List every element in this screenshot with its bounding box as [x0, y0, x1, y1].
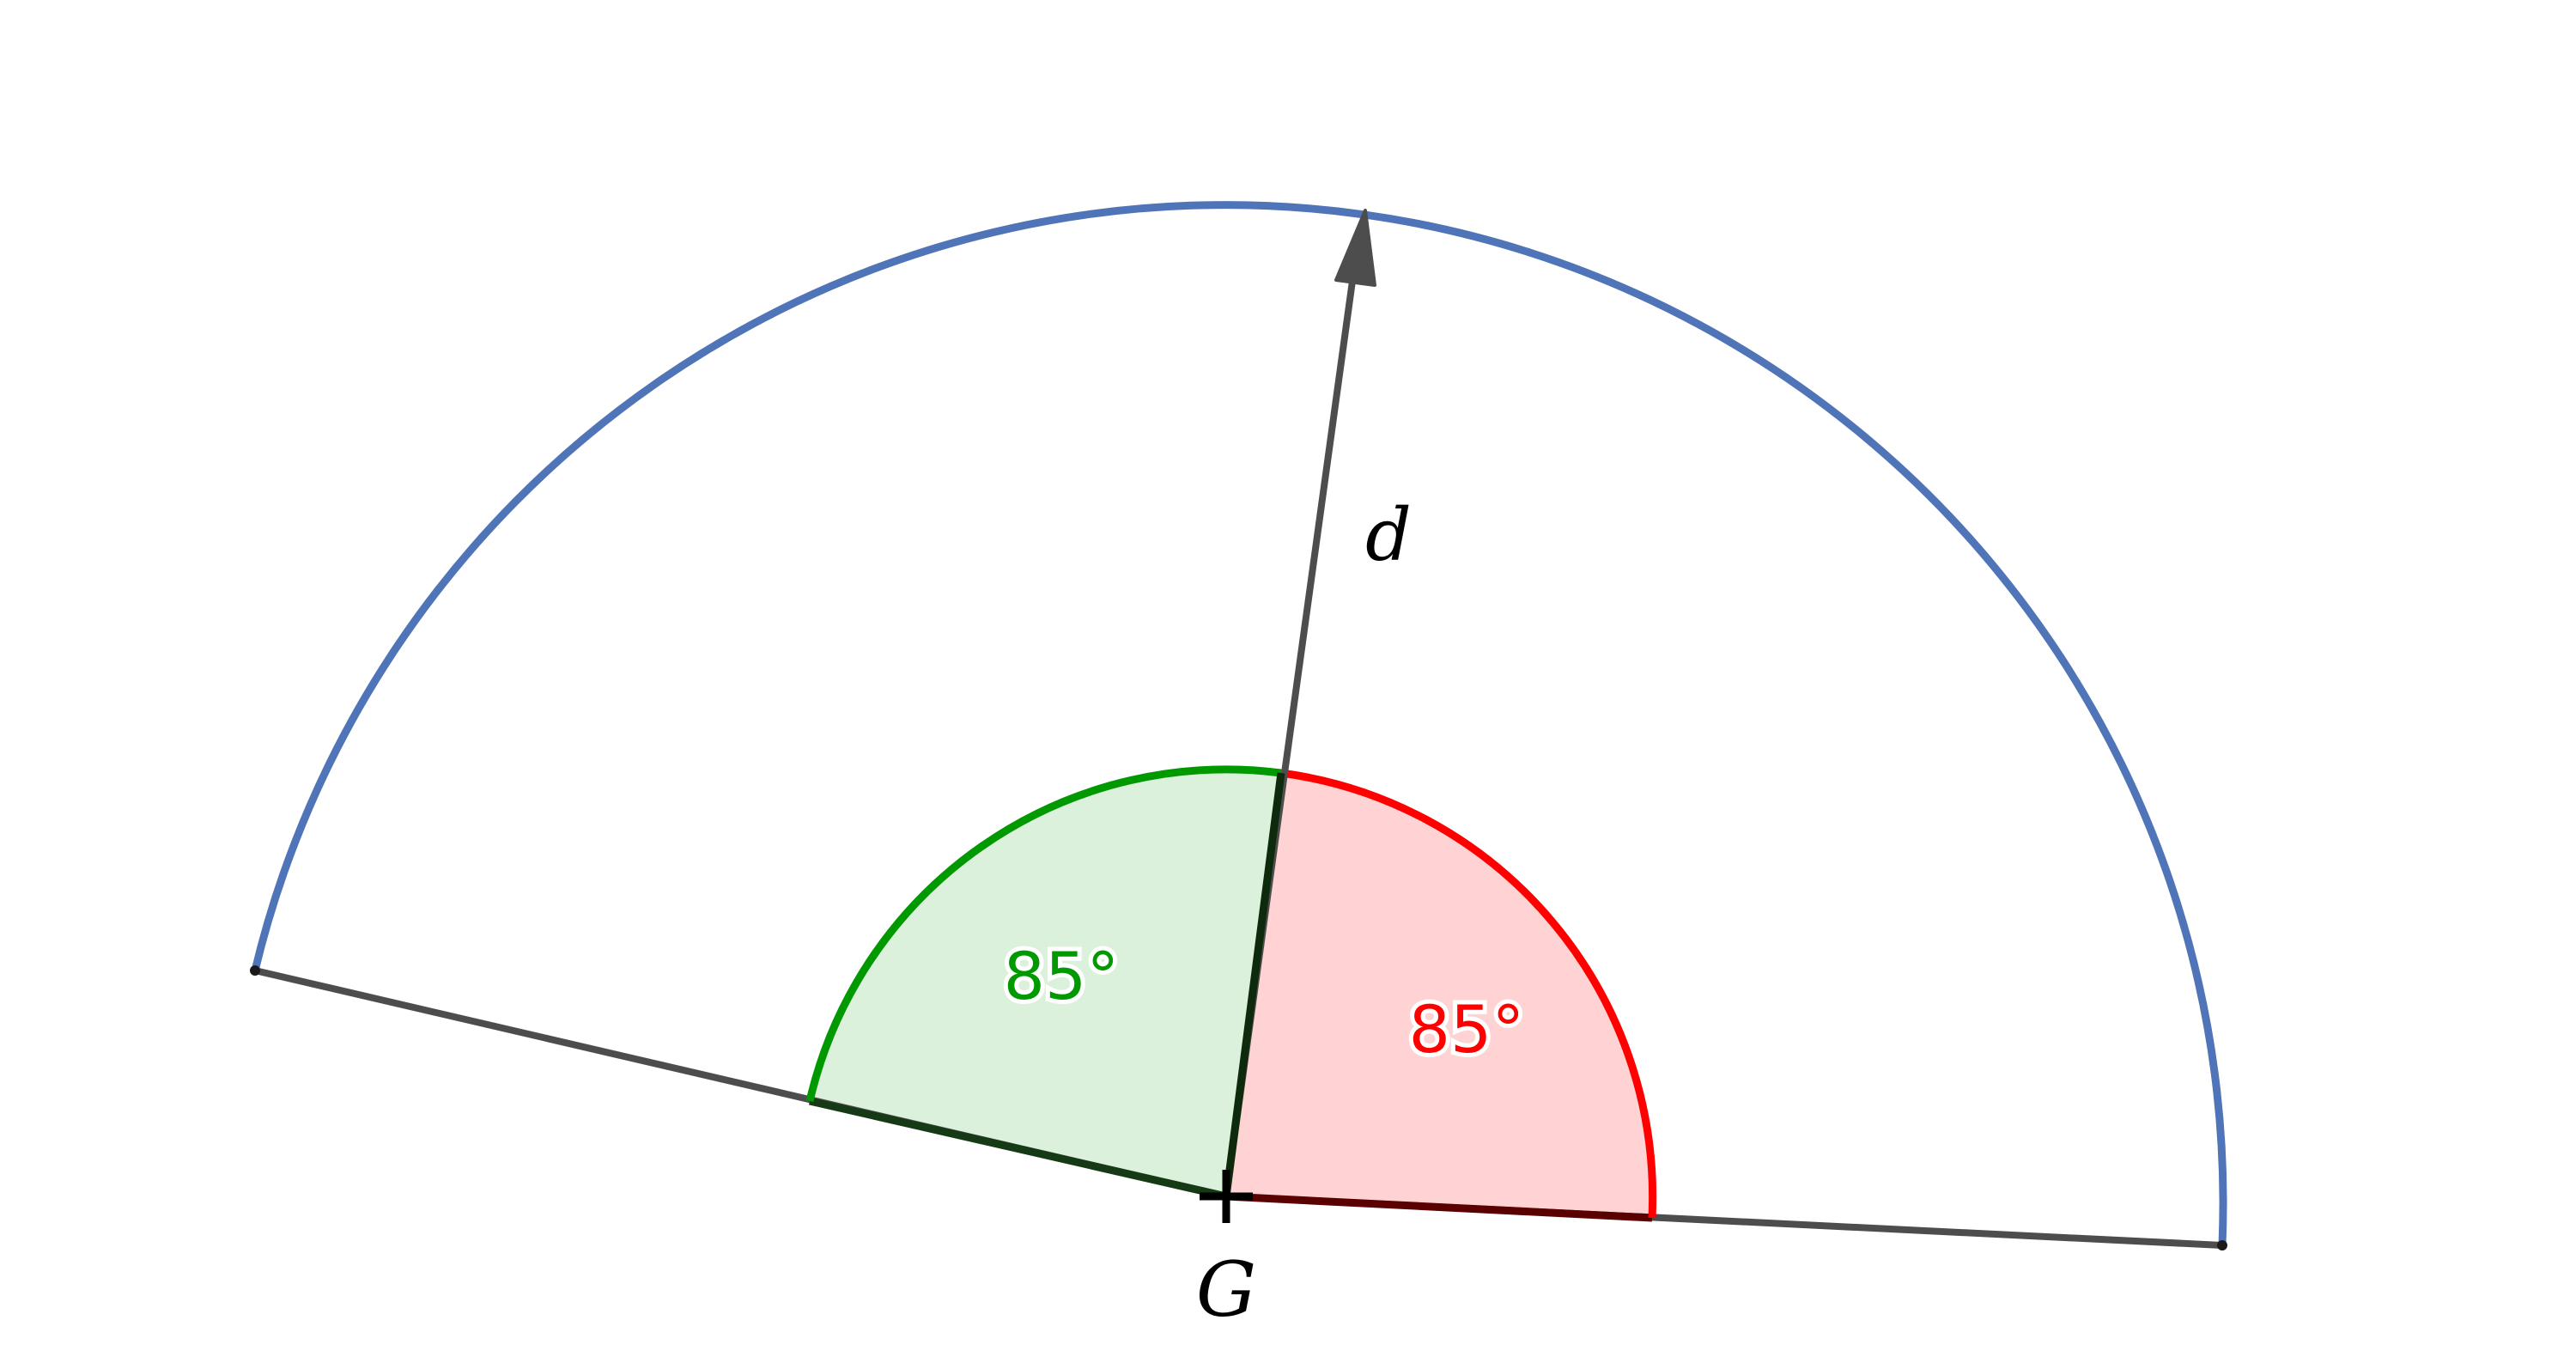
right-angle-arc: [1280, 769, 1657, 1219]
left-endpoint: [250, 965, 260, 976]
right-endpoint: [2217, 1240, 2227, 1250]
center-label: G: [1196, 1245, 1256, 1334]
right-angle-ray: [1225, 1192, 1653, 1222]
left-angle-arc: [805, 765, 1282, 1103]
direction-vector-arrowhead: [1334, 209, 1376, 287]
right-angle-sector: [1226, 773, 1653, 1218]
left-angle-ray: [808, 1097, 1228, 1201]
right-angle-label: 85°: [1409, 991, 1525, 1068]
left-angle-sector: [810, 769, 1281, 1196]
left-angle-label: 85°: [1004, 938, 1120, 1014]
vector-label: d: [1365, 493, 1412, 577]
direction-vector-inner: [1222, 772, 1285, 1197]
center-point-marker: [1200, 1170, 1253, 1223]
